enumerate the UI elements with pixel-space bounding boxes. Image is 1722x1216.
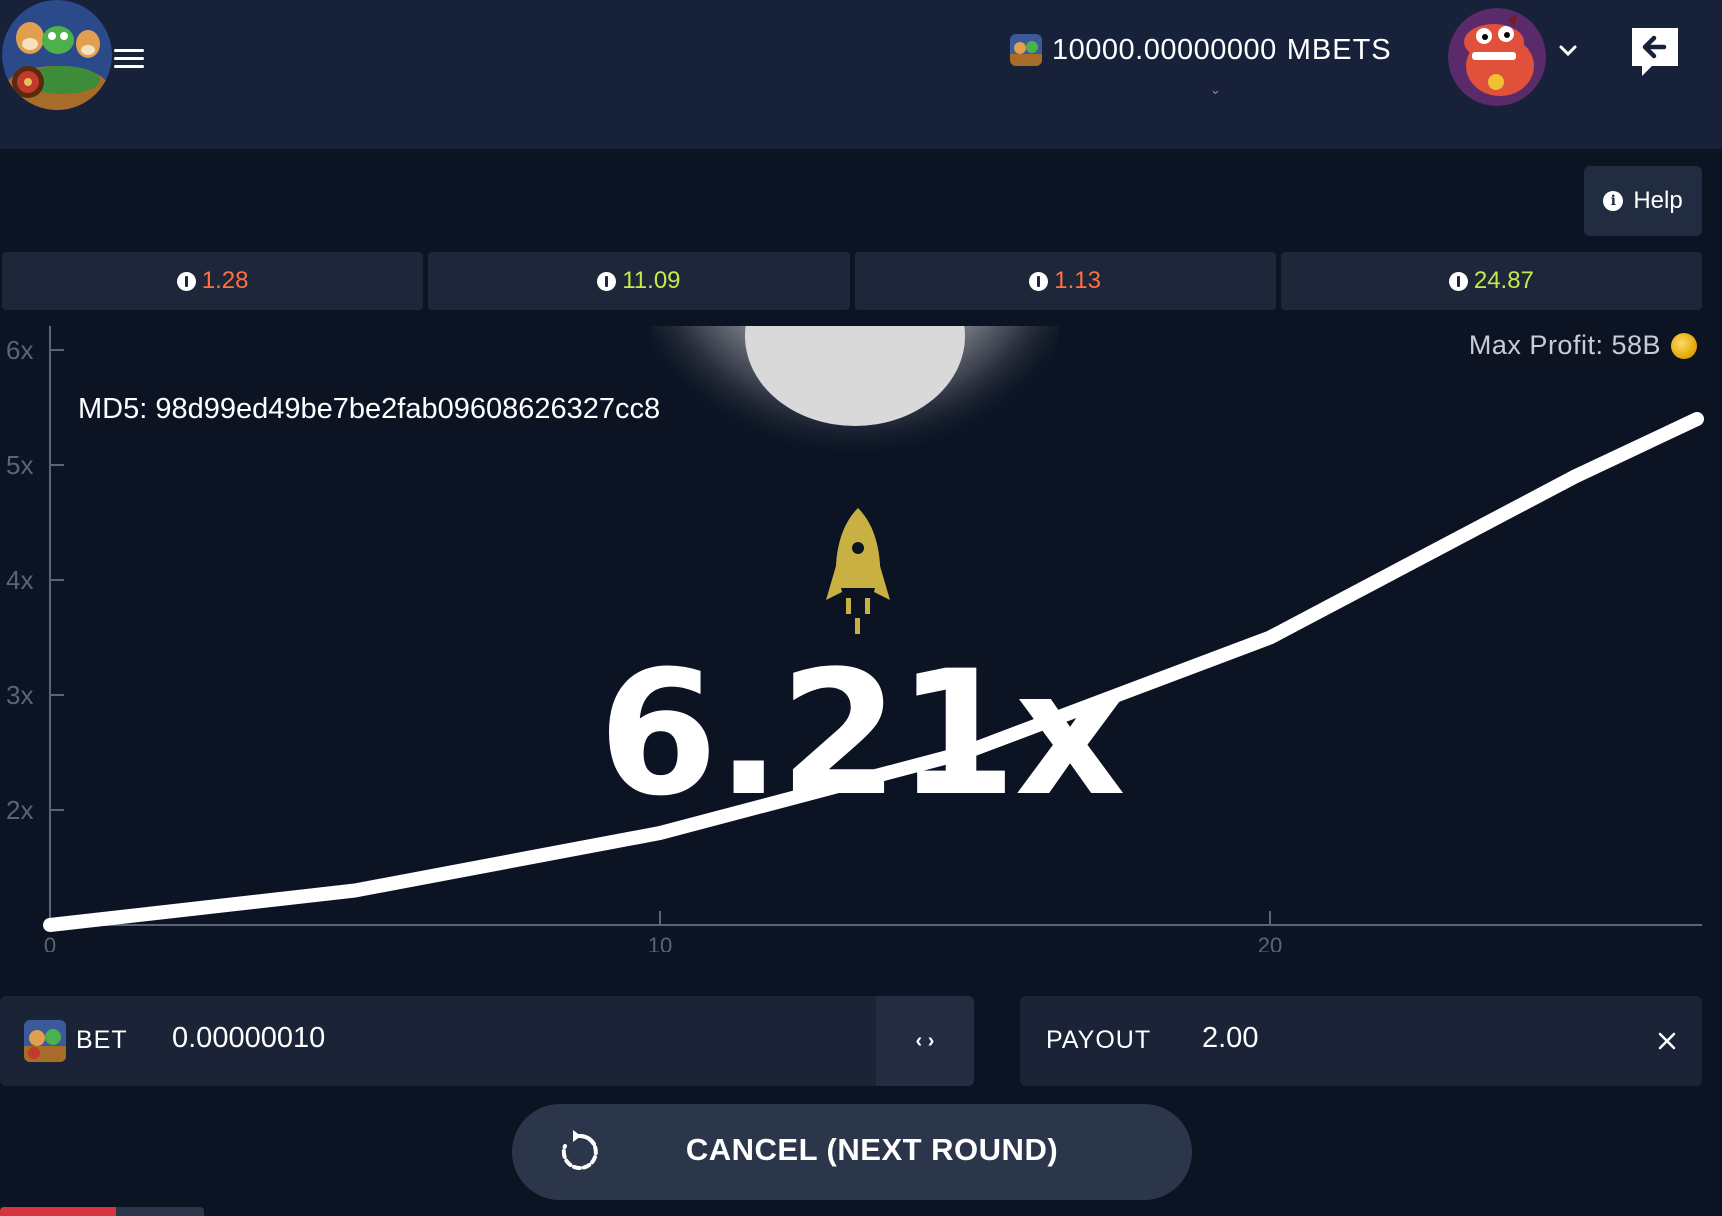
gold-coin-icon xyxy=(1671,332,1697,359)
x-tick-label: 20 xyxy=(1258,933,1282,952)
md5-hash: MD5: 98d99ed49be7be2fab09608626327cc8 xyxy=(78,393,661,425)
max-profit: Max Profit: 58B xyxy=(1469,330,1697,361)
site-logo[interactable] xyxy=(2,0,112,110)
info-icon xyxy=(176,271,196,291)
x-tick-label: 0 xyxy=(44,933,56,952)
rocket-icon xyxy=(826,508,890,634)
y-tick-label: 2x xyxy=(6,795,33,825)
rocket-flame xyxy=(846,598,851,614)
chat-back-icon[interactable] xyxy=(1628,24,1682,78)
payout-input[interactable] xyxy=(1202,1022,1502,1055)
crash-history: 1.28 11.09 1.13 24.87 xyxy=(2,252,1702,310)
top-bar: 10000.00000000 MBETS ⌄ xyxy=(0,0,1722,149)
chart-canvas: 2x 3x 4x 5x 6x 0 10 20 xyxy=(6,326,1704,952)
info-icon xyxy=(1029,271,1049,291)
rocket-flame xyxy=(855,618,860,634)
round-progress-fill xyxy=(0,1207,117,1216)
chevron-down-icon[interactable] xyxy=(1556,38,1580,62)
y-tick-label: 4x xyxy=(6,565,33,595)
help-button[interactable]: i Help xyxy=(1584,166,1702,236)
mbets-coin-icon xyxy=(1010,34,1042,66)
user-avatar[interactable] xyxy=(1448,8,1546,106)
bet-field-group: BET ‹ › xyxy=(0,996,974,1086)
history-multiplier: 1.28 xyxy=(201,267,249,294)
bet-amount-input[interactable] xyxy=(172,1022,732,1055)
max-profit-label: Max Profit: 58B xyxy=(1468,330,1661,360)
help-label: Help xyxy=(1633,187,1683,214)
history-item[interactable]: 1.28 xyxy=(2,252,424,310)
y-tick-label: 5x xyxy=(6,450,33,480)
bet-label: BET xyxy=(76,1026,128,1054)
multiplier-curve xyxy=(43,412,1704,932)
payout-label: PAYOUT xyxy=(1046,1026,1152,1054)
rocket-window xyxy=(852,542,864,554)
current-multiplier: 6.21x xyxy=(598,633,1125,834)
info-icon: i xyxy=(1603,191,1624,211)
y-tick-label: 6x xyxy=(6,335,33,365)
rocket-flame xyxy=(865,598,870,614)
history-item[interactable]: 11.09 xyxy=(428,252,850,310)
cancel-button-label: CANCEL (NEXT ROUND) xyxy=(685,1132,1059,1167)
moon xyxy=(650,326,1060,496)
close-icon[interactable] xyxy=(1650,1024,1684,1058)
x-tick-label: 10 xyxy=(648,933,672,952)
cancel-next-round-button[interactable]: CANCEL (NEXT ROUND) xyxy=(512,1104,1192,1200)
history-multiplier: 1.13 xyxy=(1054,267,1101,294)
mbets-coin-icon xyxy=(24,1020,66,1062)
history-item[interactable]: 1.13 xyxy=(854,252,1276,310)
balance-amount: 10000.00000000 xyxy=(1052,33,1277,66)
balance-unit: MBETS xyxy=(1286,33,1392,66)
history-multiplier: 24.87 xyxy=(1473,267,1534,294)
refresh-icon xyxy=(556,1128,604,1176)
balance-display[interactable]: 10000.00000000 MBETS xyxy=(1010,28,1392,72)
hamburger-icon[interactable] xyxy=(114,44,148,74)
info-icon xyxy=(1448,271,1468,291)
rocket-right-fin xyxy=(874,566,890,600)
round-progress-bar xyxy=(0,1207,204,1216)
bet-adjust-button[interactable]: ‹ › xyxy=(876,996,974,1086)
history-item[interactable]: 24.87 xyxy=(1280,252,1702,310)
y-tick-label: 3x xyxy=(6,680,33,710)
rocket-left-fin xyxy=(826,566,842,600)
history-multiplier: 11.09 xyxy=(622,267,681,294)
multiplier-chart: 2x 3x 4x 5x 6x 0 10 20 xyxy=(0,326,1722,952)
balance-caret-icon[interactable]: ⌄ xyxy=(1210,82,1221,97)
payout-field-group: PAYOUT xyxy=(1020,996,1702,1086)
info-icon xyxy=(597,271,617,291)
